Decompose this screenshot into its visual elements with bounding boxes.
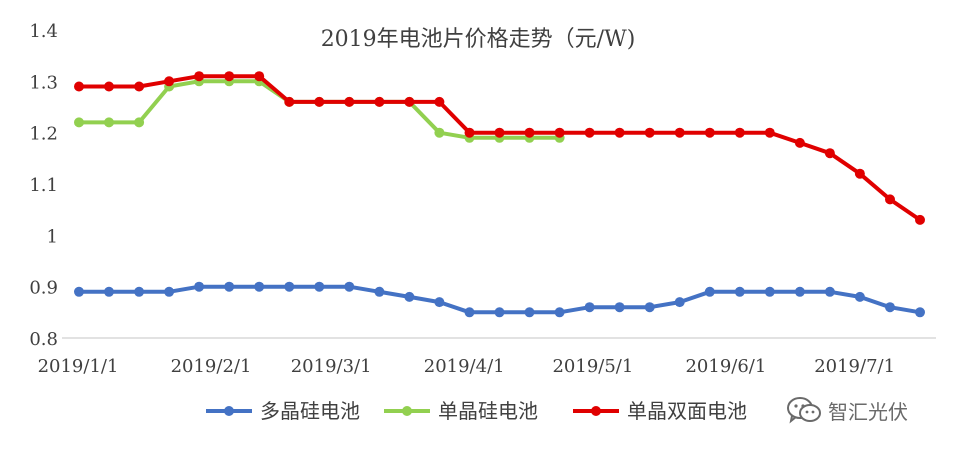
data-point bbox=[134, 286, 145, 297]
data-point bbox=[254, 71, 265, 82]
data-point bbox=[524, 307, 535, 318]
legend-label: 单晶硅电池 bbox=[438, 399, 538, 423]
data-point bbox=[885, 194, 895, 205]
y-tick-label: 1 bbox=[47, 226, 58, 247]
data-point bbox=[104, 117, 114, 128]
y-tick-label: 1.2 bbox=[29, 124, 58, 145]
data-point bbox=[344, 281, 355, 292]
legend-swatch-marker bbox=[224, 406, 234, 416]
series-2 bbox=[74, 71, 925, 225]
data-point bbox=[794, 286, 805, 297]
data-point bbox=[284, 281, 295, 292]
data-point bbox=[614, 127, 625, 138]
data-point bbox=[915, 214, 925, 225]
data-point bbox=[644, 302, 655, 313]
data-point bbox=[194, 281, 205, 292]
data-point bbox=[824, 148, 835, 159]
series-0 bbox=[74, 281, 925, 318]
x-axis-ticks: 2019/1/1 2019/2/1 2019/3/1 2019/4/1 2019/5/1… bbox=[38, 356, 895, 377]
data-point bbox=[494, 127, 505, 138]
y-tick-label: 1.4 bbox=[29, 21, 58, 42]
data-point bbox=[104, 286, 114, 297]
data-point bbox=[674, 297, 685, 308]
x-tick-label: 2019/4/1 bbox=[424, 356, 505, 377]
data-point bbox=[434, 127, 445, 138]
series-line bbox=[79, 74, 922, 222]
data-point bbox=[464, 127, 475, 138]
y-tick-label: 0.9 bbox=[29, 278, 58, 299]
legend: 多晶硅电池 单晶硅电池 单晶双面电池 bbox=[206, 399, 747, 423]
data-point bbox=[764, 127, 775, 138]
legend-label: 单晶双面电池 bbox=[627, 399, 747, 423]
data-point bbox=[614, 302, 625, 313]
legend-swatch-marker bbox=[402, 406, 412, 416]
legend-item: 单晶硅电池 bbox=[384, 399, 538, 423]
data-point bbox=[344, 96, 355, 107]
data-point bbox=[104, 81, 114, 92]
data-point bbox=[134, 81, 145, 92]
data-point bbox=[374, 96, 385, 107]
data-point bbox=[854, 168, 865, 179]
data-point bbox=[885, 302, 895, 313]
chart-title: 2019年电池片价格走势（元/W) bbox=[321, 27, 636, 52]
data-point bbox=[824, 286, 835, 297]
legend-swatch-marker bbox=[591, 406, 601, 416]
data-point bbox=[434, 297, 445, 308]
data-point bbox=[704, 127, 715, 138]
data-point bbox=[494, 307, 505, 318]
x-tick-label: 2019/3/1 bbox=[291, 356, 372, 377]
data-point bbox=[284, 96, 295, 107]
wechat-icon bbox=[787, 397, 821, 424]
y-tick-label: 1.3 bbox=[29, 72, 58, 93]
data-point bbox=[194, 71, 205, 82]
y-axis-ticks: 0.8 0.9 1 1.1 1.2 1.3 1.4 bbox=[29, 21, 58, 350]
data-point bbox=[74, 117, 84, 128]
data-point bbox=[464, 307, 475, 318]
legend-item: 多晶硅电池 bbox=[206, 399, 360, 423]
watermark-text: 智汇光伏 bbox=[828, 399, 908, 424]
data-point bbox=[915, 307, 925, 318]
data-point bbox=[524, 127, 535, 138]
data-point bbox=[134, 117, 145, 128]
legend-label: 多晶硅电池 bbox=[260, 399, 360, 423]
watermark: 智汇光伏 bbox=[786, 392, 908, 428]
data-point bbox=[734, 127, 745, 138]
data-point bbox=[164, 286, 175, 297]
data-point bbox=[554, 127, 565, 138]
data-point bbox=[74, 81, 84, 92]
data-point bbox=[404, 291, 415, 302]
data-point bbox=[734, 286, 745, 297]
y-tick-label: 0.8 bbox=[29, 329, 58, 350]
data-point bbox=[224, 71, 235, 82]
data-point bbox=[584, 302, 595, 313]
data-point bbox=[674, 127, 685, 138]
data-point bbox=[254, 281, 265, 292]
data-point bbox=[164, 76, 175, 87]
x-tick-label: 2019/6/1 bbox=[685, 356, 766, 377]
y-tick-label: 1.1 bbox=[29, 175, 58, 196]
data-point bbox=[644, 127, 655, 138]
x-tick-label: 2019/7/1 bbox=[814, 356, 895, 377]
data-point bbox=[854, 291, 865, 302]
series-layer bbox=[74, 71, 925, 318]
data-point bbox=[314, 281, 325, 292]
data-point bbox=[794, 137, 805, 148]
data-point bbox=[704, 286, 715, 297]
series-line bbox=[79, 79, 560, 140]
data-point bbox=[224, 281, 235, 292]
data-point bbox=[764, 286, 775, 297]
x-tick-label: 2019/2/1 bbox=[171, 356, 252, 377]
legend-item: 单晶双面电池 bbox=[573, 399, 747, 423]
x-tick-label: 2019/1/1 bbox=[38, 356, 119, 377]
data-point bbox=[74, 286, 84, 297]
data-point bbox=[554, 307, 565, 318]
data-point bbox=[374, 286, 385, 297]
data-point bbox=[404, 96, 415, 107]
data-point bbox=[314, 96, 325, 107]
data-point bbox=[584, 127, 595, 138]
data-point bbox=[434, 96, 445, 107]
x-tick-label: 2019/5/1 bbox=[552, 356, 633, 377]
